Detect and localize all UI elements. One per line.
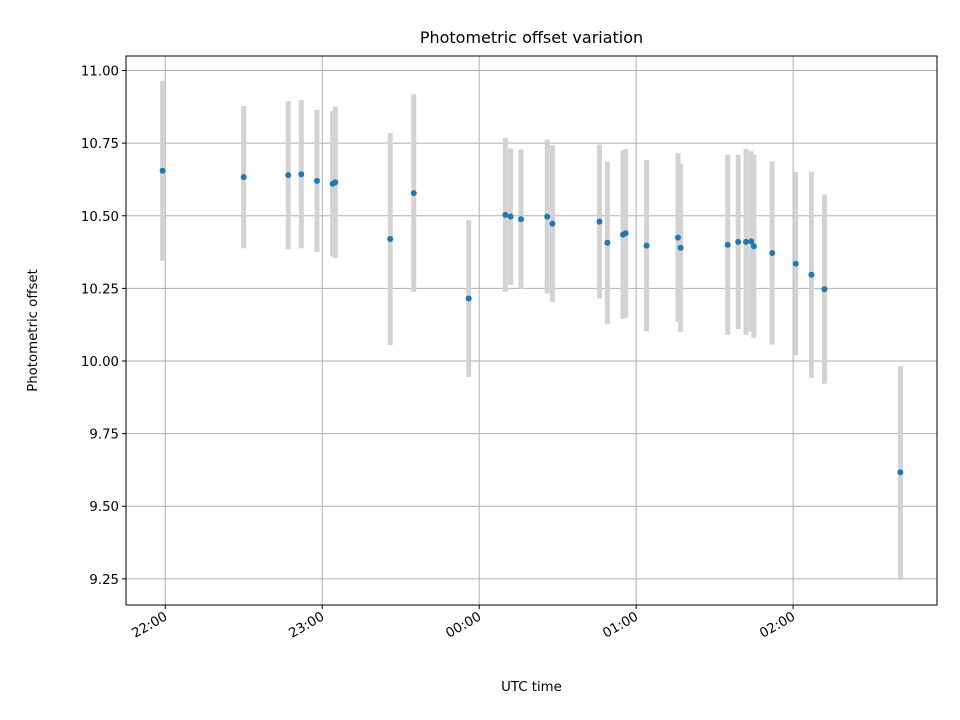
y-tick-label: 9.50 (89, 500, 119, 515)
plot-area-frame (125, 55, 938, 606)
data-point (748, 238, 755, 245)
x-axis-ticks: 22:00 23:00 00:00 01:00 02:00 (130, 605, 798, 642)
data-point (750, 243, 757, 250)
data-point (549, 220, 556, 227)
data-point (332, 179, 339, 186)
x-tick-label: 00:00 (443, 609, 484, 641)
data-point (159, 167, 166, 174)
y-axis-ticks: 9.25 9.50 9.75 10.00 10.25 10.50 10.75 11.00 (81, 65, 126, 588)
x-axis-label: UTC time (501, 680, 562, 695)
y-tick-label: 10.00 (81, 355, 119, 370)
data-point (724, 241, 731, 248)
data-point (792, 260, 799, 267)
data-point (743, 238, 750, 245)
data-points (159, 167, 904, 476)
x-tick-label: 02:00 (757, 609, 798, 641)
y-tick-label: 9.25 (89, 573, 119, 588)
data-point (518, 216, 525, 223)
data-point (502, 211, 509, 218)
data-point (675, 234, 682, 241)
y-tick-label: 10.50 (81, 210, 119, 225)
data-point (604, 239, 611, 246)
data-point (643, 242, 650, 249)
data-point (298, 171, 305, 178)
x-tick-label: 22:00 (130, 609, 171, 641)
y-tick-label: 11.00 (81, 65, 119, 80)
data-point (622, 230, 629, 237)
data-point (897, 469, 904, 476)
data-point (387, 236, 394, 242)
y-tick-label: 10.25 (81, 282, 119, 297)
y-axis-label: Photometric offset (26, 269, 41, 392)
x-tick-label: 23:00 (287, 609, 328, 641)
grid-lines (126, 56, 937, 605)
data-point (313, 177, 320, 184)
chart-title: Photometric offset variation (420, 28, 643, 47)
data-point (821, 286, 828, 293)
data-point (808, 271, 815, 278)
error-bars (160, 80, 903, 579)
y-tick-label: 10.75 (81, 137, 119, 152)
data-point (769, 249, 776, 256)
data-point (735, 238, 742, 245)
data-point (465, 295, 472, 302)
data-point (285, 172, 292, 179)
data-point (544, 213, 551, 220)
data-point (240, 174, 247, 181)
data-point (677, 244, 684, 251)
data-point (596, 218, 603, 225)
data-point (507, 213, 514, 220)
y-tick-label: 9.75 (89, 428, 119, 443)
x-tick-label: 01:00 (600, 609, 641, 641)
data-point (410, 190, 417, 197)
